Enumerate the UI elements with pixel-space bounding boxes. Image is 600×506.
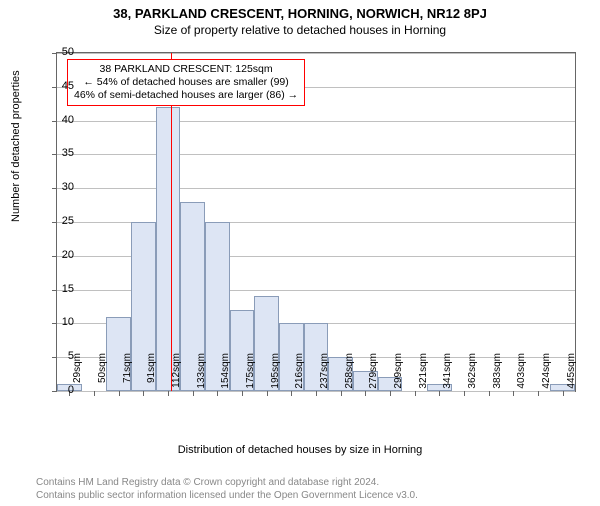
x-tick-label: 216sqm — [294, 353, 305, 393]
y-tick-label: 40 — [44, 114, 74, 126]
x-tick-label: 50sqm — [97, 353, 108, 393]
x-tick-label: 154sqm — [220, 353, 231, 393]
x-tick — [168, 391, 169, 396]
plot-area: 38 PARKLAND CRESCENT: 125sqm← 54% of det… — [56, 52, 576, 392]
y-axis-label: Number of detached properties — [10, 70, 22, 222]
x-tick — [94, 391, 95, 396]
y-tick-label: 50 — [44, 46, 74, 58]
x-tick — [538, 391, 539, 396]
footer-line-1: Contains HM Land Registry data © Crown c… — [36, 477, 418, 490]
x-tick-label: 341sqm — [442, 353, 453, 393]
x-tick-label: 279sqm — [368, 353, 379, 393]
x-tick — [365, 391, 366, 396]
y-tick-label: 0 — [44, 384, 74, 396]
y-tick-label: 25 — [44, 215, 74, 227]
callout-line: 38 PARKLAND CRESCENT: 125sqm — [74, 63, 298, 76]
x-tick-label: 112sqm — [171, 353, 182, 393]
x-tick — [341, 391, 342, 396]
x-tick-label: 299sqm — [393, 353, 404, 393]
y-tick-label: 20 — [44, 249, 74, 261]
x-tick — [563, 391, 564, 396]
y-tick-label: 15 — [44, 283, 74, 295]
footer-line-2: Contains public sector information licen… — [36, 490, 418, 503]
x-tick-label: 362sqm — [467, 353, 478, 393]
x-tick-label: 258sqm — [344, 353, 355, 393]
x-tick-label: 175sqm — [245, 353, 256, 393]
x-tick — [513, 391, 514, 396]
x-tick-label: 403sqm — [516, 353, 527, 393]
x-tick-label: 321sqm — [418, 353, 429, 393]
grid-line — [57, 188, 575, 189]
x-tick — [390, 391, 391, 396]
grid-line — [57, 154, 575, 155]
x-tick — [267, 391, 268, 396]
y-tick-label: 45 — [44, 80, 74, 92]
y-tick-label: 30 — [44, 181, 74, 193]
x-tick — [415, 391, 416, 396]
callout-line: ← 54% of detached houses are smaller (99… — [74, 76, 298, 89]
y-tick-label: 35 — [44, 147, 74, 159]
x-tick-label: 133sqm — [196, 353, 207, 393]
x-tick — [242, 391, 243, 396]
x-tick — [439, 391, 440, 396]
x-tick — [291, 391, 292, 396]
x-tick — [217, 391, 218, 396]
x-tick-label: 195sqm — [270, 353, 281, 393]
grid-line — [57, 121, 575, 122]
page-title: 38, PARKLAND CRESCENT, HORNING, NORWICH,… — [0, 6, 600, 21]
x-tick — [489, 391, 490, 396]
grid-line — [57, 53, 575, 54]
x-axis-label: Distribution of detached houses by size … — [0, 444, 600, 456]
chart-area: 38 PARKLAND CRESCENT: 125sqm← 54% of det… — [56, 52, 576, 392]
reference-callout: 38 PARKLAND CRESCENT: 125sqm← 54% of det… — [67, 59, 305, 106]
x-tick — [464, 391, 465, 396]
x-tick-label: 383sqm — [492, 353, 503, 393]
x-tick-label: 237sqm — [319, 353, 330, 393]
y-tick-label: 10 — [44, 316, 74, 328]
footer-attribution: Contains HM Land Registry data © Crown c… — [36, 477, 418, 502]
histogram-bar — [156, 107, 181, 391]
x-tick-label: 445sqm — [566, 353, 577, 393]
x-tick — [193, 391, 194, 396]
callout-line: 46% of semi-detached houses are larger (… — [74, 89, 298, 102]
x-tick-label: 424sqm — [541, 353, 552, 393]
x-tick-label: 29sqm — [72, 353, 83, 393]
x-tick — [143, 391, 144, 396]
x-tick — [316, 391, 317, 396]
page-subtitle: Size of property relative to detached ho… — [0, 23, 600, 37]
x-tick-label: 91sqm — [146, 353, 157, 393]
x-tick-label: 71sqm — [122, 353, 133, 393]
y-tick-label: 5 — [44, 350, 74, 362]
x-tick — [119, 391, 120, 396]
